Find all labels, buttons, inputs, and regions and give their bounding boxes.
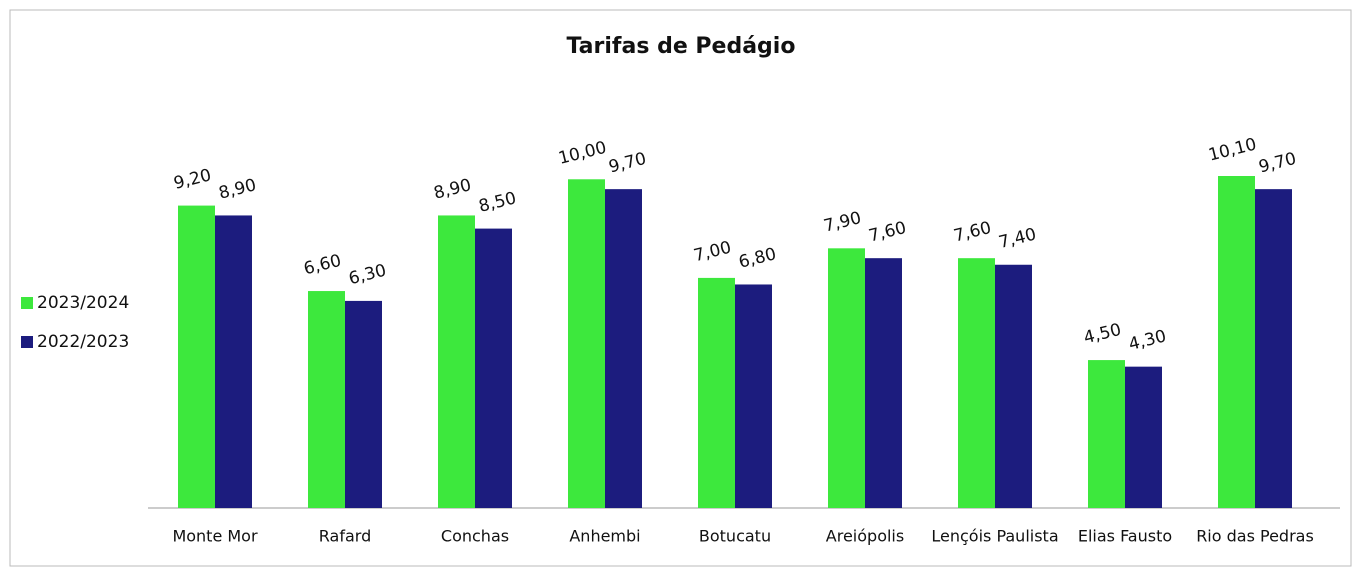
legend-swatch	[21, 297, 33, 309]
bar	[475, 228, 512, 508]
bar	[605, 189, 642, 509]
bar	[215, 215, 252, 508]
x-tick-label: Rio das Pedras	[1196, 527, 1314, 546]
bar	[1088, 360, 1125, 508]
x-tick-label: Monte Mor	[172, 527, 258, 546]
x-tick-label: Elias Fausto	[1078, 527, 1172, 546]
bar	[828, 248, 865, 508]
x-tick-label: Lençóis Paulista	[931, 527, 1058, 546]
x-tick-label: Areiópolis	[826, 527, 904, 546]
legend-swatch	[21, 336, 33, 348]
bar	[1218, 176, 1255, 508]
bar	[735, 284, 772, 508]
bar	[1255, 189, 1292, 509]
bar	[438, 215, 475, 508]
bar	[698, 277, 735, 508]
bar	[1125, 366, 1162, 508]
bar	[308, 291, 345, 508]
bar	[345, 300, 382, 508]
bar	[995, 264, 1032, 508]
x-tick-label: Rafard	[319, 527, 371, 546]
legend-label: 2023/2024	[37, 293, 129, 313]
bar	[178, 205, 215, 508]
x-tick-label: Conchas	[441, 527, 509, 546]
bar	[568, 179, 605, 509]
bar	[958, 258, 995, 508]
chart-title: Tarifas de Pedágio	[567, 34, 796, 59]
x-tick-label: Anhembi	[569, 527, 640, 546]
legend-label: 2022/2023	[37, 332, 129, 352]
bar	[865, 258, 902, 508]
x-tick-label: Botucatu	[699, 527, 771, 546]
